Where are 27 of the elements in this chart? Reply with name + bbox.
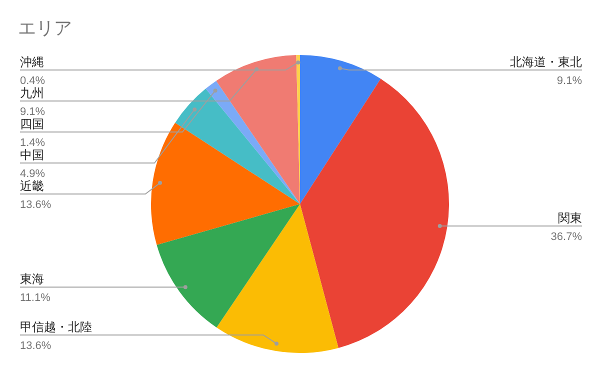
- pie-slice: [151, 122, 300, 245]
- slice-label: 近畿: [20, 179, 44, 193]
- data-label: 0.4%: [20, 75, 46, 87]
- slice-label: 北海道・東北: [510, 55, 582, 69]
- slice-label: 東海: [20, 272, 44, 286]
- slice-label: 関東: [558, 210, 582, 225]
- data-label: 1.4%: [20, 137, 46, 149]
- data-label: 13.6%: [20, 340, 52, 352]
- pie-slice: [175, 88, 300, 204]
- data-label: 13.6%: [20, 199, 52, 211]
- data-label: 9.1%: [20, 106, 46, 118]
- data-label: 4.9%: [20, 168, 46, 180]
- data-label: 9.1%: [556, 75, 582, 87]
- pie-slice: [216, 204, 338, 353]
- slice-label: 四国: [20, 117, 44, 131]
- data-label: 36.7%: [550, 230, 582, 243]
- data-label: 11.1%: [20, 292, 51, 304]
- slice-label: 甲信越・北陸: [20, 320, 92, 334]
- pie-slice: [216, 55, 300, 204]
- pie-slice: [300, 78, 449, 348]
- chart-title: エリア: [18, 18, 72, 38]
- pie-slice: [206, 80, 300, 204]
- slice-label: 沖縄: [20, 55, 44, 69]
- pie-slice: [156, 204, 300, 328]
- slice-label: 中国: [20, 148, 44, 162]
- pie-slice: [300, 55, 381, 204]
- slice-label: 九州: [20, 86, 44, 100]
